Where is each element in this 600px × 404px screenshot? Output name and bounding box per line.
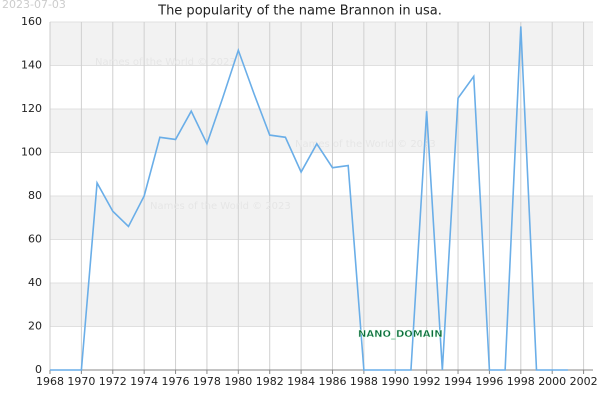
x-tick-label: 2000	[538, 375, 566, 388]
x-tick-label: 1978	[193, 375, 221, 388]
watermark: Names of the World © 2023	[95, 57, 236, 68]
x-tick-label: 1968	[36, 375, 64, 388]
y-tick-label: 100	[21, 146, 42, 159]
grid-band	[50, 22, 593, 66]
grid-band	[50, 109, 593, 153]
x-tick-label: 2002	[570, 375, 598, 388]
y-tick-label: 120	[21, 102, 42, 115]
x-tick-label: 1980	[224, 375, 252, 388]
badge: NANO_DOMAIN	[358, 329, 443, 340]
y-tick-label: 60	[28, 233, 42, 246]
x-tick-label: 1976	[162, 375, 190, 388]
x-tick-label: 1972	[99, 375, 127, 388]
x-tick-label: 1994	[444, 375, 472, 388]
watermark: Names of the World © 2023	[295, 139, 436, 150]
x-tick-label: 1984	[287, 375, 315, 388]
x-tick-label: 1998	[507, 375, 535, 388]
data-line	[50, 26, 568, 371]
chart-title: The popularity of the name Brannon in us…	[157, 4, 442, 19]
x-tick-label: 1986	[318, 375, 346, 388]
x-tick-label: 1988	[350, 375, 378, 388]
y-tick-label: 0	[35, 363, 42, 376]
x-tick-label: 1982	[256, 375, 284, 388]
watermark: Names of the World © 2023	[150, 201, 291, 212]
x-tick-label: 1974	[130, 375, 158, 388]
y-tick-label: 80	[28, 189, 42, 202]
x-tick-label: 1996	[475, 375, 503, 388]
y-tick-label: 160	[21, 15, 42, 28]
y-tick-label: 140	[21, 59, 42, 72]
x-tick-label: 1990	[381, 375, 409, 388]
y-tick-label: 20	[28, 320, 42, 333]
date-stamp: 2023-07-03	[2, 0, 66, 11]
x-tick-label: 1970	[67, 375, 95, 388]
y-tick-label: 40	[28, 276, 42, 289]
x-tick-label: 1992	[413, 375, 441, 388]
grid-band	[50, 283, 593, 327]
